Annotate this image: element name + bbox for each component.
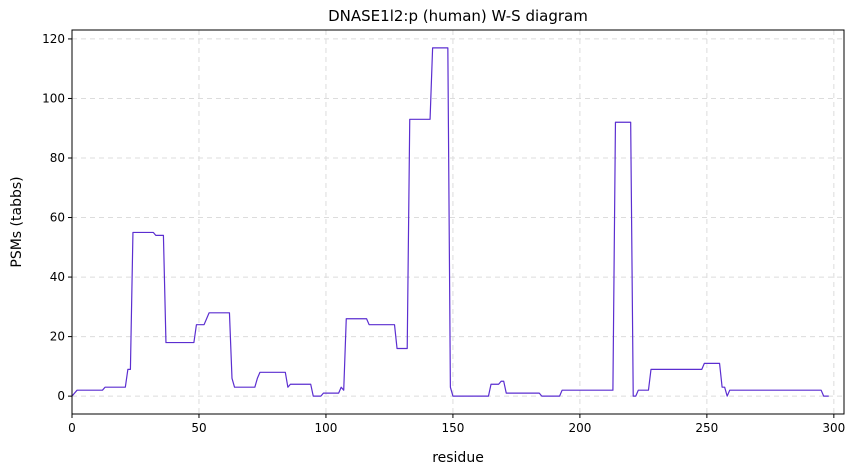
x-tick-label: 50 [191,421,206,435]
x-tick-label: 150 [441,421,464,435]
x-axis-title: residue [432,450,484,466]
y-tick-label: 80 [50,151,65,165]
x-tick-label: 300 [822,421,845,435]
series-layer [71,47,829,397]
y-tick-label: 20 [50,330,65,344]
y-tick-label: 40 [50,270,65,284]
plot-frame [71,29,845,415]
x-tick-label: 100 [314,421,337,435]
x-tick-label: 0 [68,421,76,435]
chart-title: DNASE1l2:p (human) W-S diagram [328,7,588,25]
y-tick-label: 60 [50,211,65,225]
series-line-0 [71,47,829,397]
x-tick-label: 200 [568,421,591,435]
y-tick-label: 100 [42,91,65,105]
y-axis: 0 20 40 60 80 100 120 [42,32,72,403]
grid [71,30,844,414]
y-axis-title: PSMs (tabbs) [9,176,25,267]
y-tick-label: 120 [42,32,65,46]
y-tick-label: 0 [57,389,65,403]
x-axis: 0 50 100 150 200 250 300 [68,414,845,435]
x-tick-label: 250 [695,421,718,435]
